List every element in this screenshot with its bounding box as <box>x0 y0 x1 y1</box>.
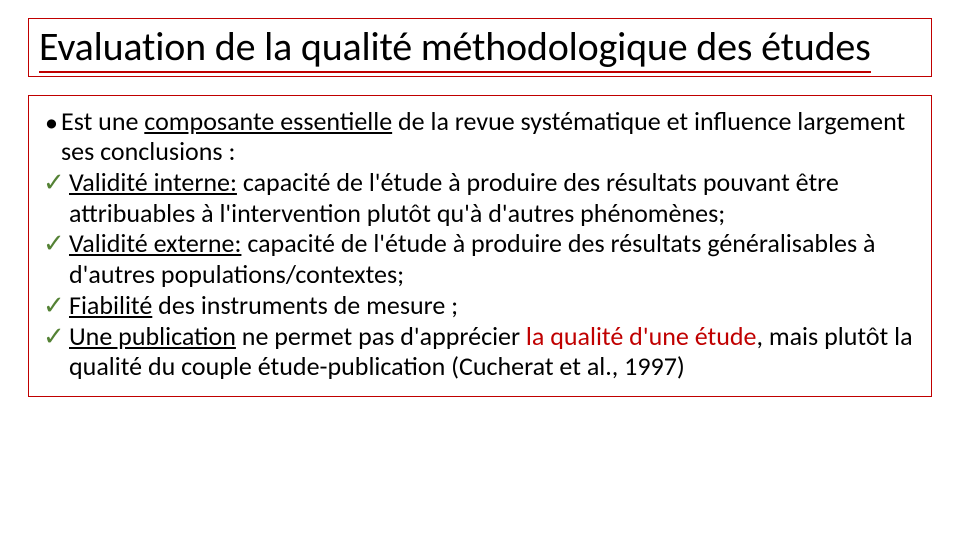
bullet-dot-icon: • <box>43 106 61 138</box>
check-icon: ✓ <box>43 167 69 198</box>
item-lead-phrase: Une publication <box>69 320 236 352</box>
intro-text: Est une composante essentielle de la rev… <box>61 106 917 167</box>
item-rest: des instruments de mesure ; <box>152 289 458 321</box>
slide: Evaluation de la qualité méthodologique … <box>0 0 960 540</box>
item-text-2: Fiabilité des instruments de mesure ; <box>69 290 917 321</box>
item-text-1: Validité externe: capacité de l'étude à … <box>69 228 917 289</box>
list-item: ✓ Fiabilité des instruments de mesure ; <box>43 290 917 321</box>
check-icon: ✓ <box>43 290 69 321</box>
body-box: • Est une composante essentielle de la r… <box>28 95 932 397</box>
item-underline: Validité externe: <box>69 227 241 259</box>
title-box: Evaluation de la qualité méthodologique … <box>28 18 932 77</box>
list-item: ✓ Une publication ne permet pas d'appréc… <box>43 321 917 382</box>
item-red-phrase: la qualité d'une étude <box>526 320 757 352</box>
intro-underline: composante essentielle <box>144 105 392 137</box>
check-icon: ✓ <box>43 321 69 352</box>
item-underline: Validité interne: <box>69 166 237 198</box>
list-item: ✓ Validité interne: capacité de l'étude … <box>43 167 917 228</box>
check-icon: ✓ <box>43 228 69 259</box>
item-text-0: Validité interne: capacité de l'étude à … <box>69 167 917 228</box>
intro-pre: Est une <box>61 105 144 137</box>
item-text-3: Une publication ne permet pas d'apprécie… <box>69 321 917 382</box>
slide-title: Evaluation de la qualité méthodologique … <box>39 25 921 70</box>
item-mid1: ne permet pas d'apprécier <box>236 320 526 352</box>
list-item: ✓ Validité externe: capacité de l'étude … <box>43 228 917 289</box>
item-underline: Fiabilité <box>69 289 152 321</box>
intro-row: • Est une composante essentielle de la r… <box>43 106 917 167</box>
slide-title-text: Evaluation de la qualité méthodologique … <box>39 22 871 73</box>
